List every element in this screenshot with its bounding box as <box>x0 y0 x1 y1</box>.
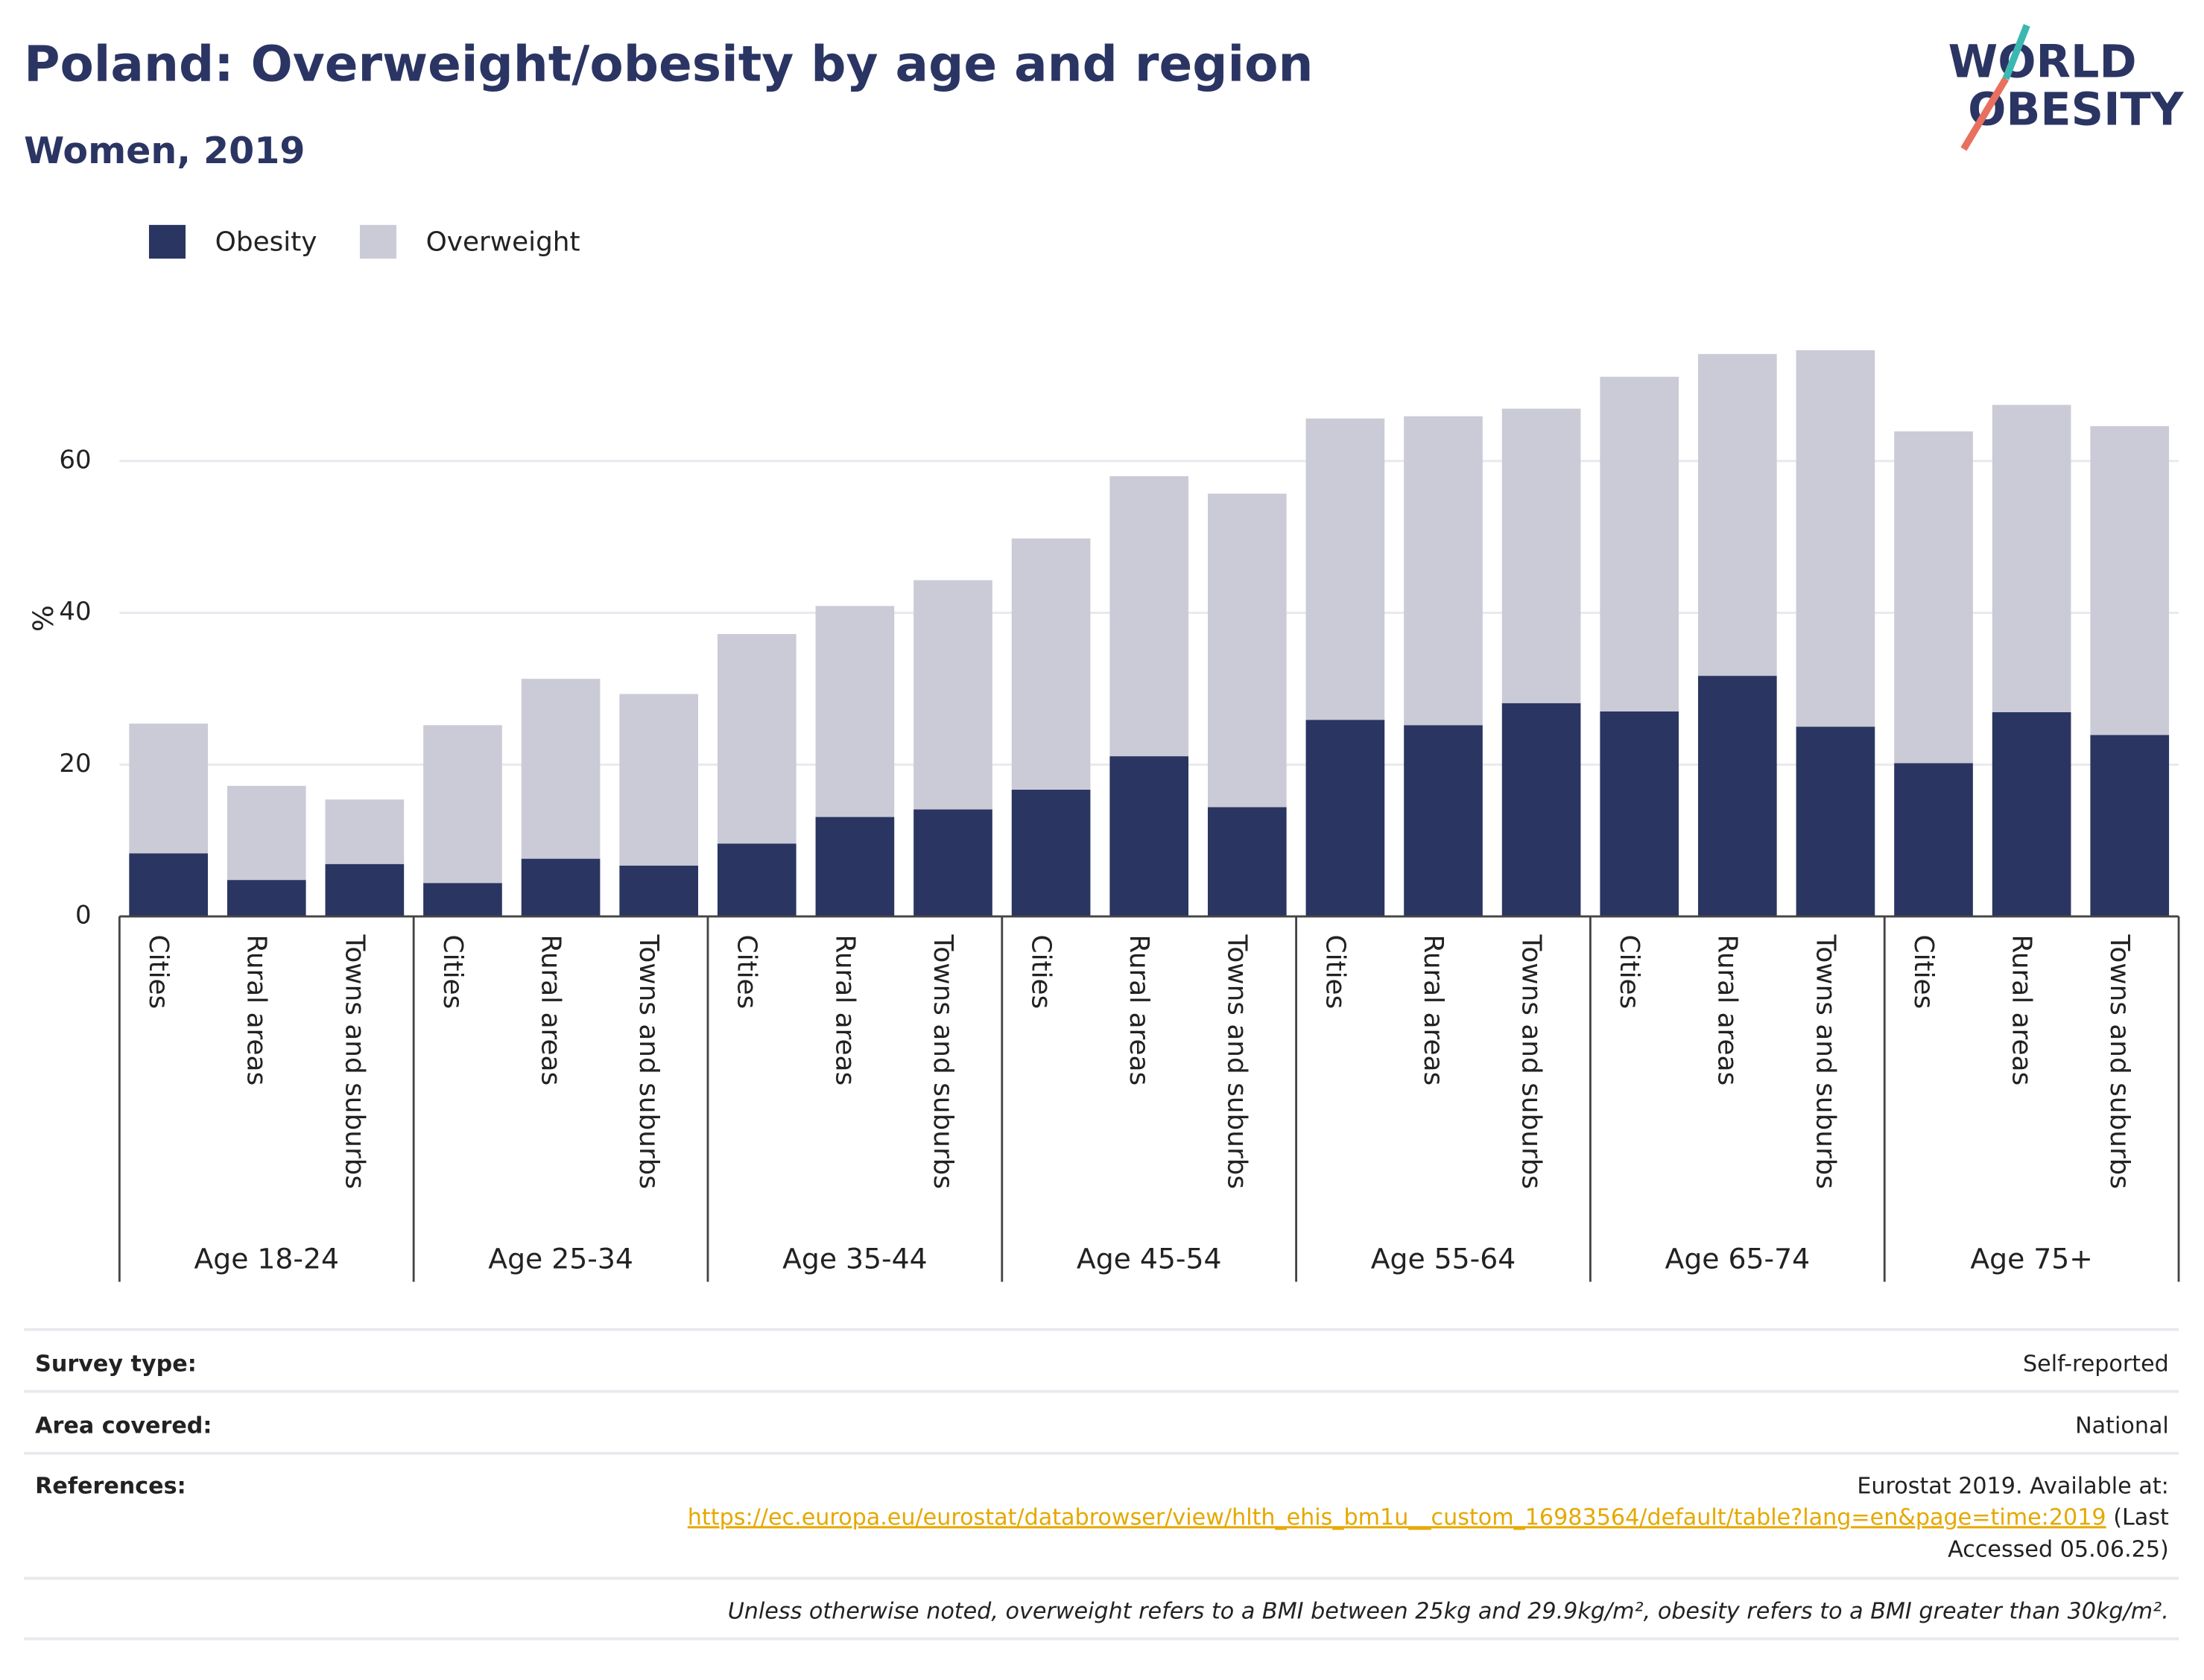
chart-title: Poland: Overweight/obesity by age and re… <box>24 36 1313 93</box>
bar-segment <box>1600 711 1679 917</box>
bar-segment <box>521 858 601 917</box>
bar-segment <box>619 694 698 866</box>
x-tick-label: Rural areas <box>1124 935 1154 1086</box>
y-tick-label: 40 <box>59 597 91 627</box>
bar-segment <box>1698 354 1777 676</box>
bar-segment <box>325 863 405 917</box>
x-tick-label: Cities <box>1026 935 1057 1009</box>
x-tick-label: Cities <box>1614 935 1644 1009</box>
logo-text: WORLD <box>1948 36 2137 88</box>
x-tick-label: Towns and suburbs <box>1810 934 1840 1190</box>
bar-segment <box>913 809 992 917</box>
bar-segment <box>717 634 797 844</box>
x-tick-label: Towns and suburbs <box>633 934 664 1190</box>
footer-value: National <box>2075 1413 2169 1439</box>
x-tick-label: Cities <box>437 935 468 1009</box>
x-tick-label: Towns and suburbs <box>928 934 958 1190</box>
x-tick-label: Rural areas <box>1418 935 1448 1086</box>
footer-value: https://ec.europa.eu/eurostat/databrowse… <box>688 1504 2169 1530</box>
group-label: Age 55-64 <box>1371 1243 1516 1275</box>
footer-label: References: <box>35 1473 186 1499</box>
bar-segment <box>325 799 405 864</box>
bar-segment <box>1992 712 2071 917</box>
x-tick-label: Cities <box>732 935 762 1009</box>
logo-text: OBESITY <box>1968 84 2185 136</box>
bar-segment <box>423 725 502 884</box>
x-tick-label: Cities <box>1320 935 1350 1009</box>
reference-link[interactable]: https://ec.europa.eu/eurostat/databrowse… <box>688 1504 2106 1530</box>
bar-segment <box>1501 408 1581 703</box>
y-axis-label: % <box>27 605 60 632</box>
bar-segment <box>1992 405 2071 713</box>
bar-segment <box>1894 431 1973 764</box>
legend-label: Obesity <box>215 226 317 257</box>
x-tick-label: Cities <box>1908 935 1939 1009</box>
bar-segment <box>1109 756 1189 917</box>
group-label: Age 45-54 <box>1077 1243 1222 1275</box>
bar-segment <box>1796 350 1875 727</box>
bar-segment <box>619 865 698 917</box>
bar-segment <box>1207 493 1287 808</box>
x-tick-label: Rural areas <box>535 935 566 1086</box>
bar-segment <box>1404 416 1483 726</box>
bar-segment <box>129 723 208 854</box>
bar-segment <box>423 883 502 917</box>
logo-slash <box>2002 24 2030 80</box>
bar-segment <box>1894 763 1973 917</box>
bar-segment <box>1501 703 1581 917</box>
x-tick-label: Cities <box>143 935 174 1009</box>
bar-segment <box>1109 476 1189 757</box>
legend-swatch <box>148 224 186 259</box>
x-tick-label: Towns and suburbs <box>1516 934 1547 1190</box>
y-tick-label: 60 <box>59 445 91 475</box>
logo-slash <box>1960 77 2010 151</box>
footer-value: Accessed 05.06.25) <box>1948 1536 2169 1562</box>
bar-segment <box>913 580 992 810</box>
bar-segment <box>1600 376 1679 711</box>
x-tick-label: Towns and suburbs <box>1222 934 1253 1190</box>
group-label: Age 65-74 <box>1665 1243 1811 1275</box>
bar-segment <box>129 853 208 917</box>
bar-segment <box>2090 735 2170 917</box>
group-label: Age 75+ <box>1970 1243 2093 1275</box>
logo: WORLD OBESITY <box>1948 24 2185 151</box>
bar-segment <box>815 606 895 817</box>
group-label: Age 18-24 <box>194 1243 339 1275</box>
bar-segment <box>1011 538 1091 790</box>
bar-segment <box>815 817 895 917</box>
chart-subtitle: Women, 2019 <box>24 129 305 172</box>
x-tick-label: Rural areas <box>2007 935 2037 1086</box>
bar-segment <box>521 679 601 859</box>
bar-segment <box>1698 676 1777 917</box>
group-label: Age 25-34 <box>488 1243 633 1275</box>
group-label: Age 35-44 <box>782 1243 928 1275</box>
footer-value: Self-reported <box>2023 1351 2169 1377</box>
footer-value: Eurostat 2019. Available at: <box>1857 1473 2168 1499</box>
footer-value: (Last <box>2113 1504 2169 1530</box>
legend-label: Overweight <box>426 226 580 257</box>
footer-note: Unless otherwise noted, overweight refer… <box>728 1598 2169 1624</box>
y-tick-label: 20 <box>59 749 91 779</box>
x-tick-label: Towns and suburbs <box>2104 934 2135 1190</box>
bar-segment <box>1207 807 1287 917</box>
y-tick-label: 0 <box>75 901 92 931</box>
footer-label: Area covered: <box>35 1413 212 1439</box>
bar-segment <box>227 880 306 917</box>
bar-segment <box>2090 425 2170 735</box>
bar-segment <box>1404 725 1483 917</box>
x-tick-label: Rural areas <box>241 935 272 1086</box>
x-tick-label: Rural areas <box>1712 935 1743 1086</box>
legend-swatch <box>359 224 396 259</box>
bar-segment <box>227 785 306 881</box>
bar-segment <box>1011 789 1091 917</box>
bar-segment <box>1305 418 1385 720</box>
bar-segment <box>717 843 797 917</box>
x-tick-label: Towns and suburbs <box>339 934 370 1190</box>
bar-segment <box>1796 726 1875 917</box>
footer-label: Survey type: <box>35 1351 197 1377</box>
bar-segment <box>1305 720 1385 917</box>
x-tick-label: Rural areas <box>829 935 860 1086</box>
